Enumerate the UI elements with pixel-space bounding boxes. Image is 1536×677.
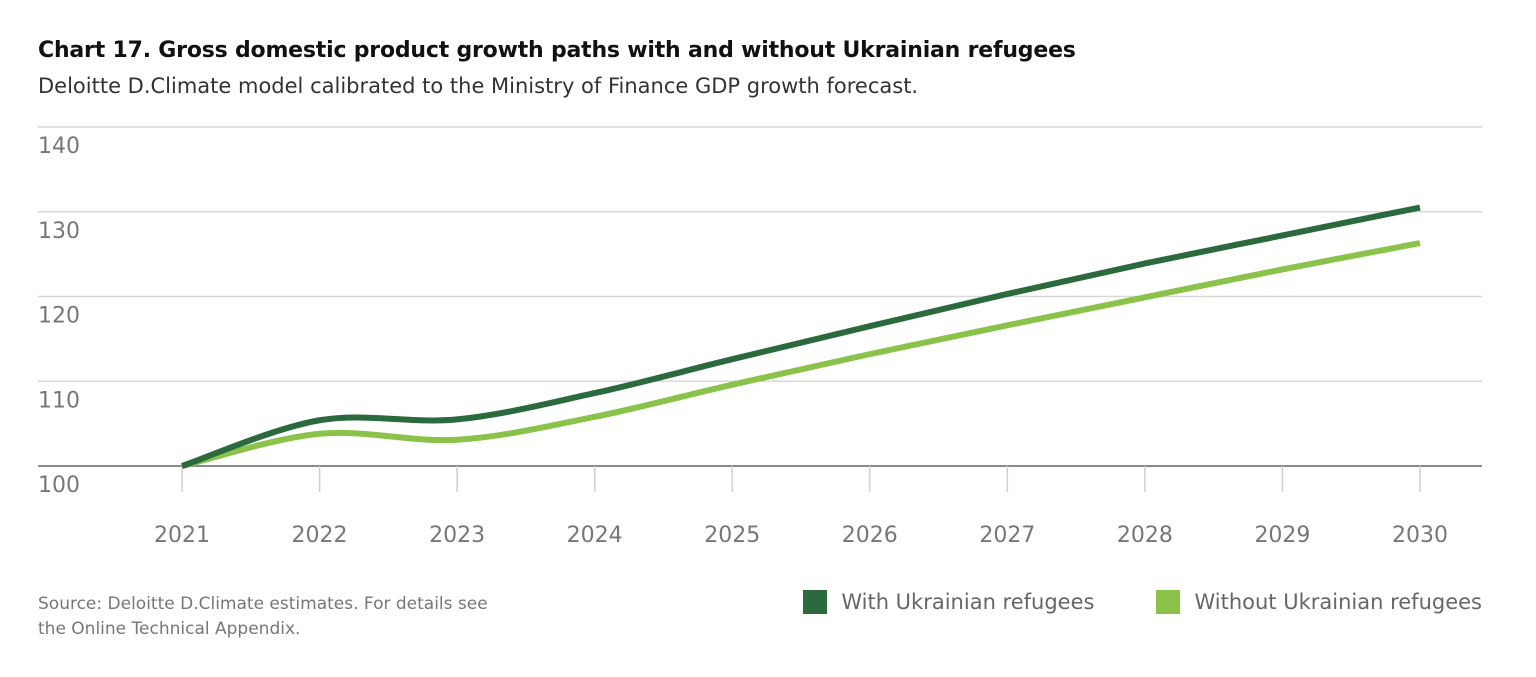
y-tick-label-140: 140 [38,134,80,159]
chart-subtitle: Deloitte D.Climate model calibrated to t… [38,74,919,98]
legend-item-with-refugees: With Ukrainian refugees [803,590,1094,614]
series-lines [181,204,1421,469]
legend-label-without-refugees: Without Ukrainian refugees [1194,590,1482,614]
x-tick-label-2029: 2029 [1254,523,1310,548]
legend: With Ukrainian refugees Without Ukrainia… [741,590,1482,614]
y-axis-tick-labels: 100 110 120 130 140 [38,134,80,498]
legend-item-without-refugees: Without Ukrainian refugees [1156,590,1482,614]
x-axis: 2021 2022 2023 2024 2025 2026 2027 2028 2029 2030 [154,466,1448,548]
y-tick-label-120: 120 [38,304,80,329]
x-tick-label-2028: 2028 [1117,523,1173,548]
chart-title: Chart 17. Gross domestic product growth … [38,38,1076,63]
source-line-1: Source: Deloitte D.Climate estimates. Fo… [38,594,488,614]
x-tick-label-2027: 2027 [979,523,1035,548]
series-line-without-refugees [181,240,1421,469]
legend-label-with-refugees: With Ukrainian refugees [841,590,1095,614]
x-tick-label-2024: 2024 [567,523,623,548]
x-tick-label-2026: 2026 [842,523,898,548]
x-tick-label-2025: 2025 [704,523,760,548]
source-note: Source: Deloitte D.Climate estimates. Fo… [38,592,518,642]
x-tick-label-2022: 2022 [292,523,348,548]
x-tick-label-2021: 2021 [154,523,210,548]
legend-swatch-with-refugees [803,590,828,614]
y-tick-label-110: 110 [38,388,80,413]
legend-swatch-without-refugees [1156,590,1181,614]
y-tick-label-100: 100 [38,473,80,498]
line-chart: 100 110 120 130 140 2021 2022 2023 2024 2025 2026… [38,126,1482,548]
gridlines [38,126,1482,467]
x-tick-label-2030: 2030 [1392,523,1448,548]
source-line-2: the Online Technical Appendix. [38,619,301,639]
y-tick-label-130: 130 [38,219,80,244]
series-line-with-refugees [181,204,1421,469]
x-tick-label-2023: 2023 [429,523,485,548]
